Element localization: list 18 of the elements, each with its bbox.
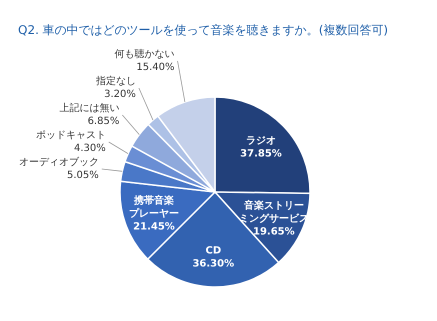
data-label: 37.85%: [240, 148, 282, 160]
slice-label: 上記には無い: [59, 102, 120, 114]
data-label: 36.30%: [192, 258, 234, 270]
slice-label: 何も聴かない: [114, 48, 175, 60]
slice-label: 携帯音楽プレーヤー: [129, 194, 179, 220]
slice-label: オーディオブック: [18, 156, 99, 168]
slice-label: ポッドキャスト: [36, 130, 106, 141]
data-label: 19.65%: [253, 226, 295, 238]
slice-label: CD: [205, 246, 222, 257]
data-label: 4.30%: [74, 142, 106, 154]
data-label: 3.20%: [104, 88, 136, 100]
data-label: 15.40%: [136, 62, 175, 73]
chart-title: Q2. 車の中ではどのツールを使って音楽を聴きますか。(複数回答可): [18, 23, 388, 37]
slice-label: ラジオ: [246, 136, 276, 147]
data-label: 6.85%: [88, 116, 120, 127]
data-label: 5.05%: [66, 170, 99, 181]
slice-label: 指定なし: [94, 74, 136, 87]
data-label: 21.45%: [133, 221, 175, 232]
